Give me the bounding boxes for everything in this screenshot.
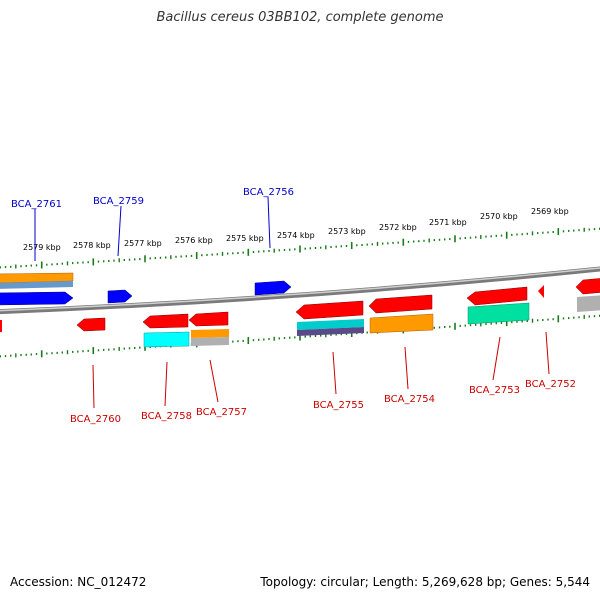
accession-text: Accession: NC_012472 bbox=[10, 575, 147, 589]
forward-genes bbox=[0, 272, 292, 306]
gene-BCA_2752[interactable] bbox=[538, 285, 544, 298]
topology-text: Topology: circular; Length: 5,269,628 bp… bbox=[260, 575, 590, 589]
kbp-label: 2573 kbp bbox=[328, 227, 366, 236]
gene-BCA_2754-feature[interactable] bbox=[369, 313, 434, 334]
gene-label-BCA_2760[interactable]: BCA_2760 bbox=[70, 414, 121, 425]
genome-backbone-highlight bbox=[0, 267, 600, 312]
gene-label-BCA_2752[interactable]: BCA_2752 bbox=[525, 379, 576, 390]
gene-BCA_2753-feature[interactable] bbox=[467, 302, 530, 325]
gene-BCA_2754[interactable] bbox=[368, 294, 433, 314]
label-leader-line bbox=[332, 351, 337, 395]
map-title: Bacillus cereus 03BB102, complete genome bbox=[156, 10, 444, 25]
kbp-label: 2576 kbp bbox=[175, 236, 213, 245]
gene-feature[interactable] bbox=[577, 295, 600, 312]
label-leader-line bbox=[164, 361, 168, 407]
label-leader-line bbox=[267, 196, 271, 249]
gene-label-BCA_2761[interactable]: BCA_2761 bbox=[11, 199, 62, 210]
reverse-genes bbox=[0, 278, 600, 348]
kbp-label: 2571 kbp bbox=[429, 218, 467, 227]
label-leader-line bbox=[404, 346, 409, 390]
kbp-label: 2570 kbp bbox=[480, 212, 518, 221]
kbp-label: 2574 kbp bbox=[277, 231, 315, 240]
label-leader-line bbox=[117, 205, 122, 257]
kbp-label: 2572 kbp bbox=[379, 223, 417, 232]
gene-BCA_2759[interactable] bbox=[107, 289, 133, 304]
kbp-label: 2577 kbp bbox=[124, 239, 162, 248]
label-leader-line bbox=[209, 359, 219, 403]
reverse-label-lines bbox=[92, 331, 550, 409]
gene-feature[interactable] bbox=[575, 278, 600, 295]
gene-label-BCA_2758[interactable]: BCA_2758 bbox=[141, 411, 192, 422]
gene-BCA_2753[interactable] bbox=[466, 286, 528, 306]
gene-label-BCA_2756[interactable]: BCA_2756 bbox=[243, 187, 294, 198]
gene-label-BCA_2757[interactable]: BCA_2757 bbox=[196, 407, 247, 418]
label-leader-line bbox=[492, 336, 501, 381]
gene-BCA_2756[interactable] bbox=[254, 280, 292, 296]
kbp-label: 2569 kbp bbox=[531, 207, 569, 216]
gene-BCA_2757-feature[interactable] bbox=[191, 329, 229, 338]
label-leader-line bbox=[545, 331, 550, 375]
kbp-label: 2575 kbp bbox=[226, 234, 264, 243]
genome-backbone bbox=[0, 266, 600, 315]
gene-label-BCA_2754[interactable]: BCA_2754 bbox=[384, 394, 435, 405]
gene-feature[interactable] bbox=[0, 320, 2, 332]
gene-label-BCA_2753[interactable]: BCA_2753 bbox=[469, 385, 520, 396]
gene-BCA_2755[interactable] bbox=[295, 300, 364, 320]
outer-scale bbox=[0, 227, 600, 269]
label-leader-line bbox=[92, 364, 95, 409]
gene-BCA_2755-feature2[interactable] bbox=[297, 327, 364, 336]
gene-BCA_2757-feature2[interactable] bbox=[191, 337, 229, 346]
kbp-label: 2578 kbp bbox=[73, 241, 111, 250]
gene-BCA_2755-feature[interactable] bbox=[297, 319, 364, 330]
gene-label-BCA_2759[interactable]: BCA_2759 bbox=[93, 196, 144, 207]
gene-BCA_2761[interactable] bbox=[0, 291, 74, 306]
gene-feature[interactable] bbox=[0, 281, 73, 289]
kbp-label: 2579 kbp bbox=[23, 243, 61, 252]
gene-label-BCA_2755[interactable]: BCA_2755 bbox=[313, 400, 364, 411]
gene-BCA_2760[interactable] bbox=[76, 317, 106, 332]
reverse-gene-labels: BCA_2760 BCA_2758 BCA_2757 BCA_2755 BCA_… bbox=[70, 379, 576, 425]
gene-BCA_2758[interactable] bbox=[142, 313, 189, 329]
gene-BCA_2757[interactable] bbox=[188, 311, 229, 327]
forward-gene-labels: BCA_2761 BCA_2759 BCA_2756 bbox=[11, 187, 294, 210]
gene-BCA_2758-feature[interactable] bbox=[143, 331, 190, 348]
forward-label-lines bbox=[34, 196, 271, 261]
kbp-labels: 2579 kbp 2578 kbp 2577 kbp 2576 kbp 2575… bbox=[23, 207, 569, 252]
